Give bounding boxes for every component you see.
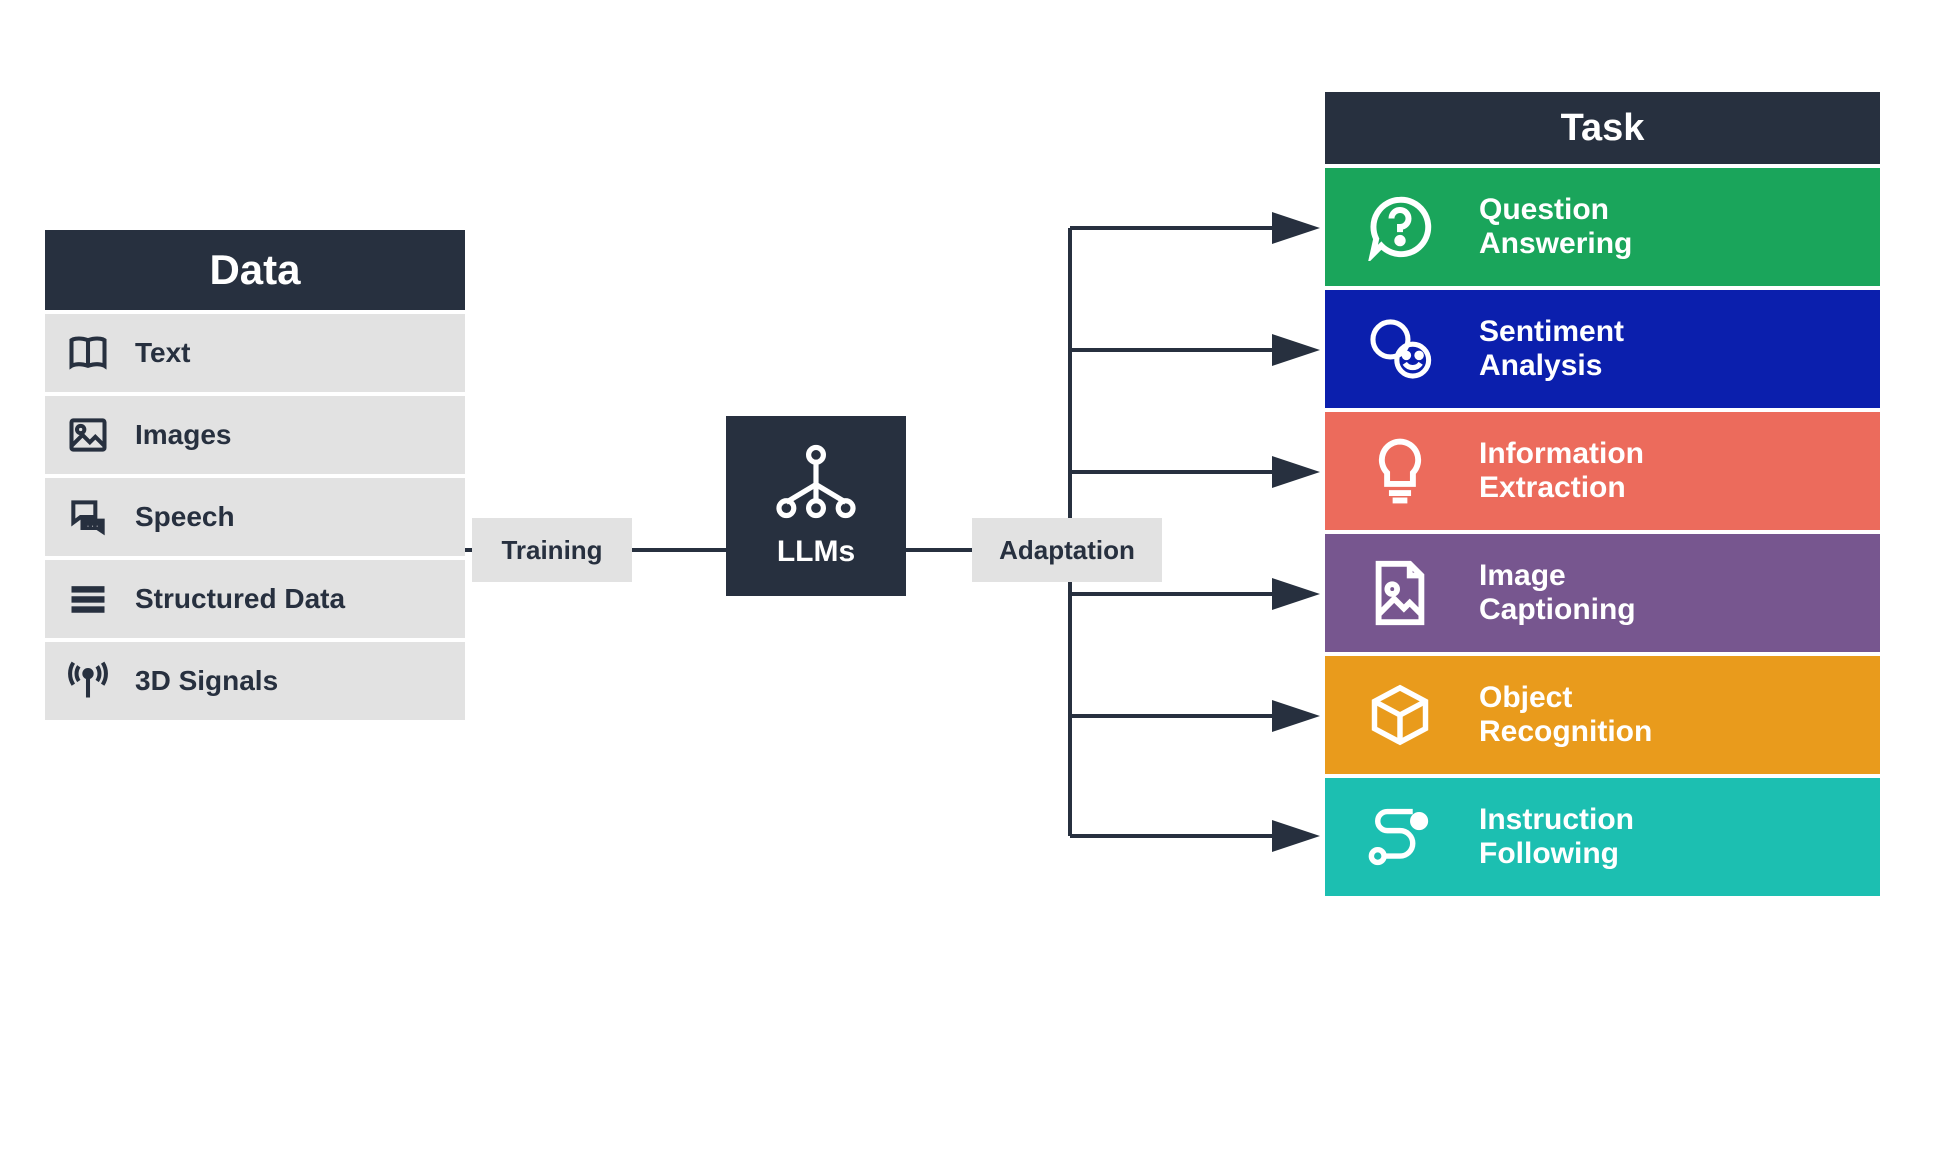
training-label: Training bbox=[501, 535, 602, 566]
task-row-label: ObjectRecognition bbox=[1479, 681, 1652, 750]
data-row-label: Speech bbox=[135, 501, 235, 533]
adaptation-box: Adaptation bbox=[972, 518, 1162, 582]
data-row-speech: Speech bbox=[45, 478, 465, 556]
cube-icon bbox=[1365, 680, 1435, 750]
task-row-label: ImageCaptioning bbox=[1479, 559, 1636, 628]
data-row-label: Text bbox=[135, 337, 191, 369]
rows-icon bbox=[65, 576, 111, 622]
task-row-sentiment: SentimentAnalysis bbox=[1325, 290, 1880, 408]
task-row-caption: ImageCaptioning bbox=[1325, 534, 1880, 652]
task-row-info: InformationExtraction bbox=[1325, 412, 1880, 530]
llm-label: LLMs bbox=[777, 535, 855, 569]
data-row-3d: 3D Signals bbox=[45, 642, 465, 720]
task-header-label: Task bbox=[1561, 107, 1645, 150]
chat-icon bbox=[65, 494, 111, 540]
llm-box: LLMs bbox=[726, 416, 906, 596]
data-header: Data bbox=[45, 230, 465, 310]
data-row-images: Images bbox=[45, 396, 465, 474]
book-icon bbox=[65, 330, 111, 376]
data-row-label: Images bbox=[135, 419, 232, 451]
bulb-icon bbox=[1365, 436, 1435, 506]
data-row-structured: Structured Data bbox=[45, 560, 465, 638]
task-row-label: InformationExtraction bbox=[1479, 437, 1644, 506]
antenna-icon bbox=[65, 658, 111, 704]
task-column: Task QuestionAnswering SentimentAnalysis bbox=[1325, 92, 1880, 896]
training-box: Training bbox=[472, 518, 632, 582]
faces-icon bbox=[1365, 314, 1435, 384]
data-header-label: Data bbox=[209, 246, 300, 294]
question-icon bbox=[1365, 192, 1435, 262]
task-row-object: ObjectRecognition bbox=[1325, 656, 1880, 774]
task-row-qa: QuestionAnswering bbox=[1325, 168, 1880, 286]
route-icon bbox=[1365, 802, 1435, 872]
data-column: Data Text Images bbox=[45, 230, 465, 720]
task-header: Task bbox=[1325, 92, 1880, 164]
network-icon bbox=[771, 443, 861, 523]
image-file-icon bbox=[1365, 558, 1435, 628]
adaptation-label: Adaptation bbox=[999, 535, 1135, 566]
task-row-label: QuestionAnswering bbox=[1479, 193, 1632, 262]
task-row-label: InstructionFollowing bbox=[1479, 803, 1634, 872]
task-row-label: SentimentAnalysis bbox=[1479, 315, 1624, 384]
data-row-label: Structured Data bbox=[135, 583, 345, 615]
task-row-instruction: InstructionFollowing bbox=[1325, 778, 1880, 896]
data-row-text: Text bbox=[45, 314, 465, 392]
image-icon bbox=[65, 412, 111, 458]
data-row-label: 3D Signals bbox=[135, 665, 278, 697]
